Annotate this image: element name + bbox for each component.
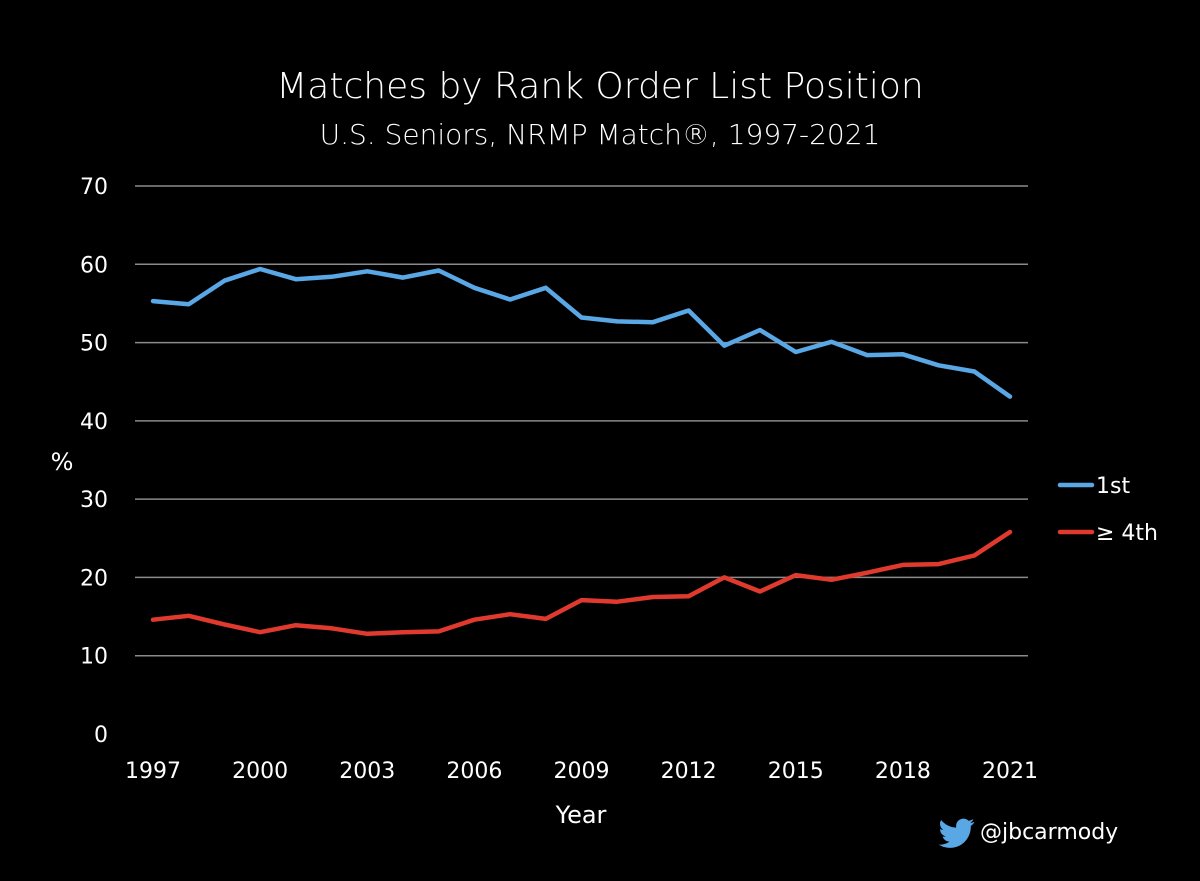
x-tick-label: 2021: [982, 759, 1038, 784]
x-tick-label: 2003: [339, 759, 395, 784]
series-line-fourth-or-lower: [150, 529, 1013, 637]
x-tick-label: 1997: [125, 759, 181, 784]
twitter-handle-text: @jbcarmody: [980, 820, 1118, 845]
x-axis-label: Year: [555, 801, 607, 829]
y-tick-labels: 0 10 20 30 40 50 60 70: [80, 175, 108, 748]
x-tick-label: 2012: [661, 759, 717, 784]
y-tick-label: 60: [80, 253, 108, 278]
x-tick-label: 2006: [446, 759, 502, 784]
y-tick-label: 0: [94, 723, 108, 748]
chart-subtitle: U.S. Seniors, NRMP Match®, 1997-2021: [320, 118, 881, 151]
y-axis-label: %: [51, 448, 74, 476]
y-tick-label: 50: [80, 332, 108, 357]
x-tick-labels: 1997 2000 2003 2006 2009 2012 2015 2018 2021: [125, 759, 1038, 784]
x-tick-label: 2000: [232, 759, 288, 784]
x-tick-label: 2018: [875, 759, 931, 784]
twitter-bird-icon: [938, 818, 975, 848]
chart-title: Matches by Rank Order List Position: [276, 66, 923, 107]
series-line-first: [150, 266, 1013, 399]
y-tick-label: 70: [80, 175, 108, 200]
legend-label: 1st: [1096, 474, 1130, 499]
x-tick-label: 2009: [554, 759, 610, 784]
y-tick-label: 40: [80, 410, 108, 435]
gridlines: [135, 185, 1028, 657]
x-tick-label: 2015: [768, 759, 824, 784]
y-tick-label: 30: [80, 488, 108, 513]
legend-label: ≥ 4th: [1096, 521, 1158, 546]
y-tick-label: 10: [80, 645, 108, 670]
twitter-handle[interactable]: @jbcarmody: [938, 818, 1119, 848]
y-tick-label: 20: [80, 566, 108, 591]
series-lines: [150, 266, 1013, 637]
legend: 1st ≥ 4th: [1057, 474, 1158, 546]
